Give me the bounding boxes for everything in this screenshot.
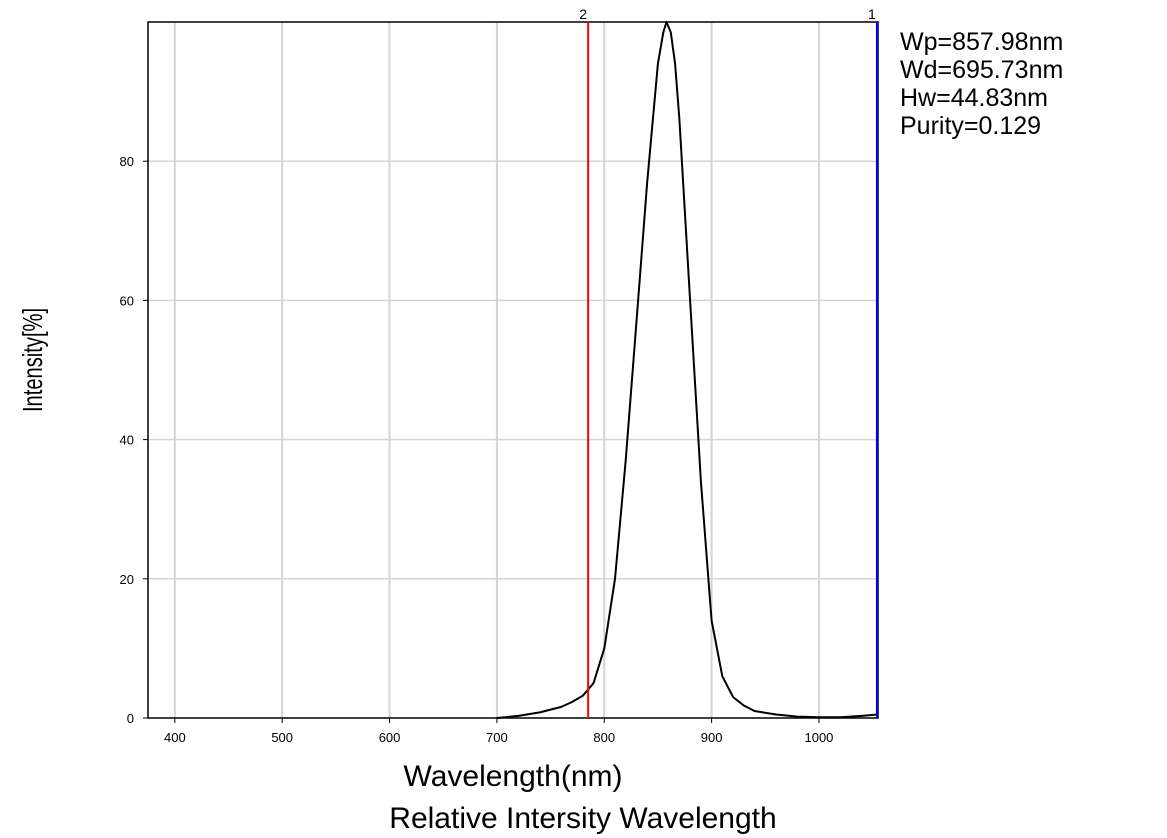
marker-label-1: 1	[868, 6, 876, 22]
plot-frame	[147, 21, 879, 719]
x-tick-label: 400	[164, 730, 186, 745]
x-tick-label: 800	[593, 730, 615, 745]
y-axis-label: Intensity[%]	[18, 308, 49, 412]
x-tick-label: 900	[701, 730, 723, 745]
y-tick-label: 0	[127, 711, 134, 726]
y-axis-ticks: 0 20 40 60 80	[120, 154, 148, 726]
marker-label-2: 2	[579, 6, 587, 22]
peak-wavelength-readout: Wp=857.98nm	[900, 28, 1064, 56]
half-width-readout: Hw=44.83nm	[900, 84, 1048, 112]
purity-readout: Purity=0.129	[900, 112, 1042, 140]
x-tick-label: 500	[271, 730, 293, 745]
x-tick-label: 700	[486, 730, 508, 745]
chart-title: Relative Intersity Wavelength	[389, 802, 776, 835]
x-axis-label: Wavelength(nm)	[404, 760, 623, 793]
y-tick-label: 80	[120, 154, 134, 169]
dominant-wavelength-readout: Wd=695.73nm	[900, 56, 1064, 84]
x-tick-label: 1000	[804, 730, 833, 745]
y-tick-label: 40	[120, 433, 134, 448]
grid	[148, 22, 878, 718]
x-axis-ticks: 400 500 600 700 800 900 1000	[164, 718, 833, 745]
y-tick-label: 60	[120, 293, 134, 308]
stats-panel: Wp=857.98nm Wd=695.73nm Hw=44.83nm Purit…	[900, 28, 1063, 140]
series-layer	[496, 21, 879, 719]
spectrum-curve	[496, 21, 879, 719]
y-tick-label: 20	[120, 572, 134, 587]
x-tick-label: 600	[379, 730, 401, 745]
